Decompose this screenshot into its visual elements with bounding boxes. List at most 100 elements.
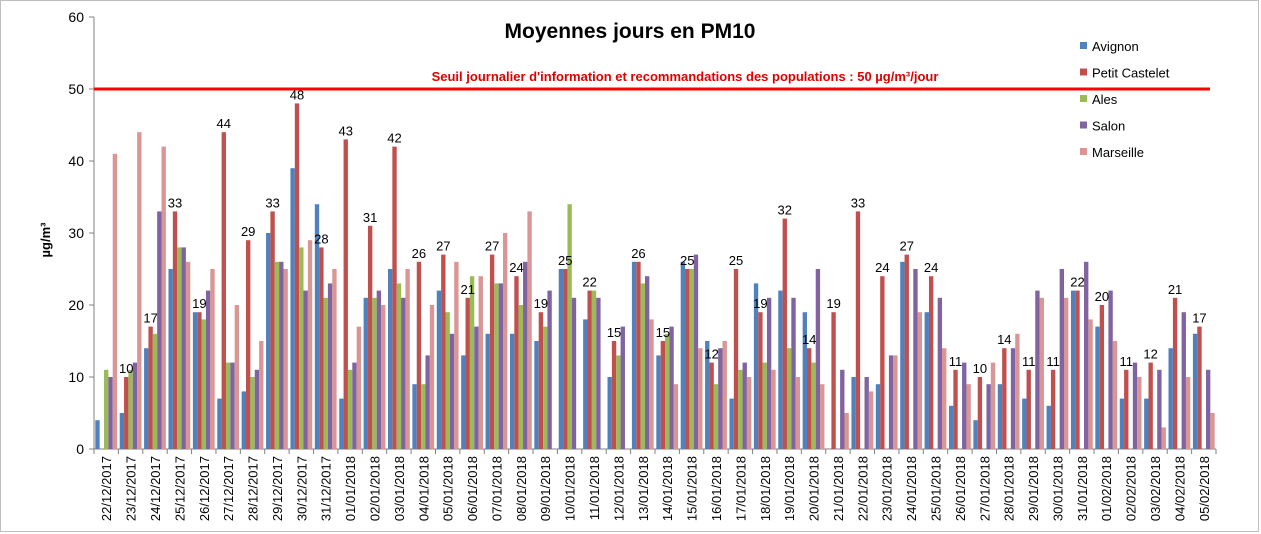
data-label: 22 [1070, 275, 1084, 290]
bar [722, 341, 727, 449]
x-tick-label: 11/01/2018 [587, 456, 602, 520]
x-tick-label: 05/02/2018 [1197, 456, 1212, 521]
bar [445, 312, 450, 449]
bar [782, 218, 787, 449]
x-tick-label: 22/01/2018 [855, 456, 870, 521]
bar [469, 276, 475, 449]
x-tick-label: 21/01/2018 [831, 456, 846, 521]
bar [461, 355, 466, 449]
x-tick-label: 03/01/2018 [392, 456, 407, 521]
bar [144, 348, 149, 449]
bar [1002, 348, 1007, 449]
x-tick-label: 12/01/2018 [611, 456, 626, 521]
bar [786, 348, 792, 449]
data-label: 44 [217, 116, 231, 131]
bar [705, 341, 710, 449]
bar [733, 269, 739, 449]
data-label: 20 [1095, 289, 1109, 304]
bar [332, 269, 337, 449]
bar [669, 326, 674, 449]
bar [1205, 369, 1211, 449]
bar [1157, 369, 1162, 449]
bar [620, 326, 625, 449]
bar [893, 355, 898, 449]
bar [205, 290, 211, 449]
bar [246, 240, 251, 449]
bar [363, 297, 368, 449]
x-tick-label: 28/12/2017 [246, 456, 261, 521]
data-label: 10 [973, 361, 987, 376]
axes: 0 10 20 30 40 50 60 22/12/2017 23/12/2017 24/12/2… [68, 9, 1217, 521]
chart-title: Moyennes jours en PM10 [505, 20, 756, 43]
bar [888, 355, 894, 449]
bar [323, 297, 328, 449]
bar [815, 269, 821, 449]
x-tick-label: 01/02/2018 [1099, 456, 1114, 521]
x-tick-label: 01/01/2018 [343, 456, 358, 521]
bar [502, 233, 508, 449]
bar [132, 362, 138, 449]
bar [104, 369, 109, 449]
data-label: 11 [1046, 354, 1060, 369]
bar [1148, 362, 1153, 449]
bar [1192, 333, 1198, 449]
bar [1172, 297, 1178, 449]
bar [234, 305, 240, 449]
bar [1010, 348, 1016, 449]
bar [587, 290, 592, 449]
bar [844, 413, 849, 449]
bar [997, 384, 1003, 449]
bar [966, 384, 971, 449]
data-label: 11 [1022, 354, 1036, 369]
data-label: 28 [314, 231, 328, 246]
x-tick-label: 07/01/2018 [489, 456, 504, 521]
bar [436, 290, 442, 449]
bar [396, 283, 402, 449]
bar [840, 369, 845, 449]
bar [660, 341, 666, 449]
data-label: 29 [241, 224, 255, 239]
bar [962, 362, 967, 449]
x-tick-label: 02/01/2018 [368, 456, 383, 521]
x-tick-label: 27/01/2018 [977, 456, 992, 521]
x-tick-label: 02/02/2018 [1124, 456, 1139, 521]
data-label: 12 [704, 347, 718, 362]
data-label: 15 [607, 325, 621, 340]
data-label: 27 [900, 239, 914, 254]
legend-swatch [1080, 121, 1087, 129]
bar [474, 326, 479, 449]
bar [616, 355, 621, 449]
x-tick-label: 30/12/2017 [294, 456, 309, 521]
bar [367, 225, 373, 449]
bar [591, 290, 597, 449]
legend-swatch [1080, 148, 1087, 155]
bar [1161, 427, 1166, 449]
bar [904, 254, 909, 449]
bar [1144, 398, 1149, 449]
data-label: 22 [582, 275, 596, 290]
data-label: 25 [558, 253, 572, 268]
bar [381, 305, 386, 449]
bar [303, 290, 308, 449]
y-tick-label: 50 [68, 81, 84, 97]
bar [177, 247, 182, 449]
bar [766, 297, 772, 449]
x-tick-label: 22/12/2017 [99, 456, 114, 521]
x-tick-label: 28/01/2018 [1002, 456, 1017, 521]
bar [225, 362, 231, 449]
bar [973, 420, 978, 449]
bar [1132, 362, 1138, 449]
bar [977, 377, 983, 449]
x-tick-label: 24/12/2017 [148, 456, 163, 521]
bar [543, 326, 548, 449]
bar [201, 319, 206, 449]
bar [729, 398, 734, 449]
bar [181, 247, 186, 449]
data-label: 25 [680, 253, 694, 268]
bar [172, 211, 178, 449]
bar [185, 261, 191, 449]
bar [221, 132, 226, 449]
bar [489, 254, 495, 449]
data-label: 26 [631, 246, 645, 261]
